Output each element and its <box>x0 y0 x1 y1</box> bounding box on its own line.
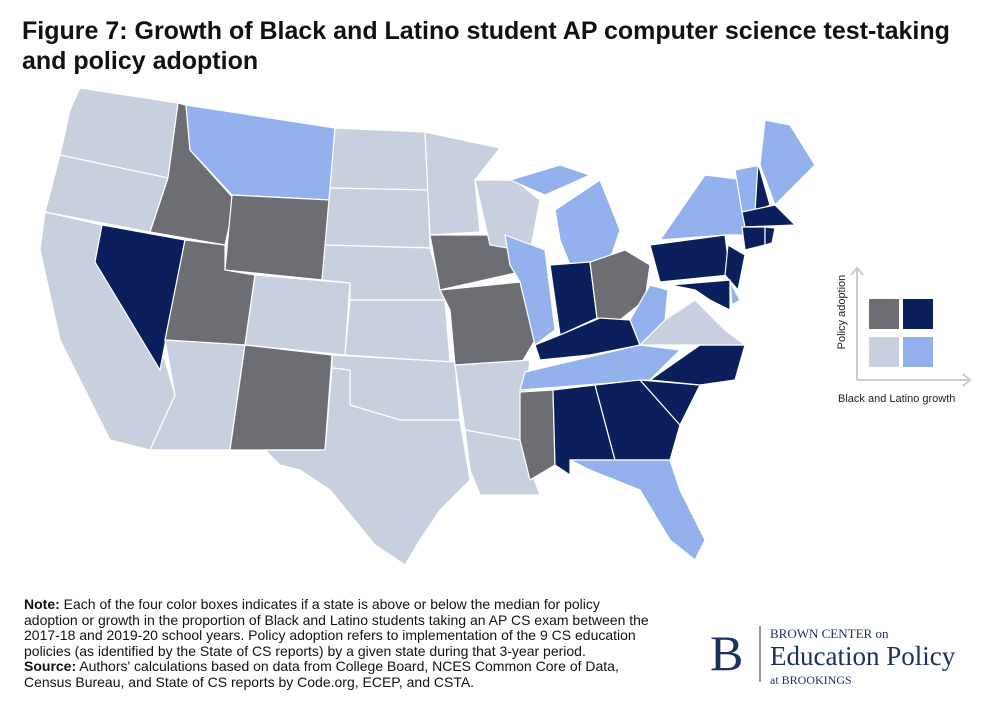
logo-line3: at BROOKINGS <box>770 673 852 687</box>
state <box>759 119 816 207</box>
logo-line2: Education Policy <box>770 641 956 671</box>
map: Policy adoption Black and Latino growth <box>39 87 972 566</box>
state <box>454 359 531 441</box>
logo-letter: B <box>710 625 743 681</box>
state <box>439 281 536 366</box>
state <box>741 226 766 251</box>
state <box>424 131 502 236</box>
state <box>594 379 681 461</box>
state <box>554 179 621 266</box>
state <box>741 204 797 228</box>
legend-arrow <box>962 373 972 387</box>
state <box>263 367 471 566</box>
source-text: Authors' calculations based on data from… <box>24 658 619 690</box>
states <box>39 87 816 566</box>
state <box>149 339 246 451</box>
logo-line1: BROWN CENTER on <box>770 626 889 641</box>
state <box>474 179 541 253</box>
legend-y-label: Policy adoption <box>836 275 848 350</box>
state <box>649 234 731 283</box>
state <box>569 459 706 561</box>
state <box>658 174 751 241</box>
legend-box <box>903 337 933 367</box>
title: Figure 7: Growth of Black and Latino stu… <box>22 17 950 75</box>
state <box>724 244 746 292</box>
state <box>519 389 556 481</box>
state <box>508 164 592 196</box>
legend: Policy adoption Black and Latino growth <box>836 266 972 405</box>
logo: B BROWN CENTER on Education Policy at BR… <box>710 625 956 687</box>
state <box>764 226 776 246</box>
state <box>94 224 186 372</box>
state <box>229 344 333 451</box>
state <box>324 187 431 249</box>
notes: Note: Each of the four color boxes indic… <box>24 596 654 690</box>
note-text: Each of the four color boxes indicates i… <box>24 596 649 659</box>
legend-box <box>903 299 933 329</box>
state <box>629 284 669 347</box>
note-label: Note: <box>24 596 60 612</box>
state <box>669 279 731 311</box>
state <box>344 299 451 363</box>
state <box>729 281 741 307</box>
legend-box <box>869 337 899 367</box>
state <box>224 194 331 281</box>
state <box>648 344 746 386</box>
legend-box <box>869 299 899 329</box>
source-label: Source: <box>24 658 77 674</box>
state <box>244 274 351 356</box>
state <box>329 127 429 191</box>
state <box>519 344 682 391</box>
legend-x-label: Black and Latino growth <box>838 393 955 405</box>
legend-arrow <box>850 266 864 276</box>
